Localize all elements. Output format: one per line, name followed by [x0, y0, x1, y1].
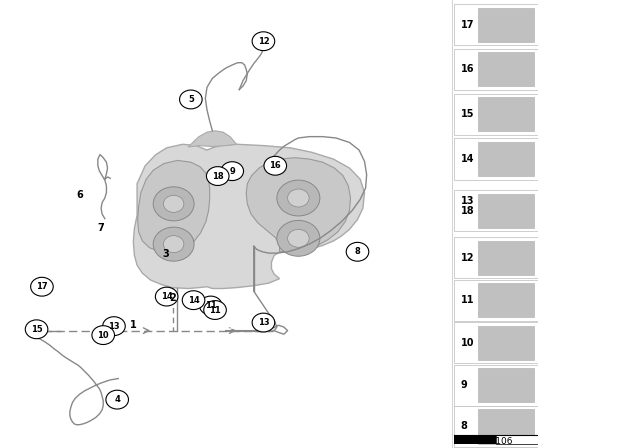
- Bar: [454, 237, 538, 278]
- Circle shape: [207, 167, 229, 185]
- Text: 13: 13: [108, 322, 120, 331]
- Bar: [479, 283, 534, 317]
- Bar: [479, 142, 534, 176]
- Text: 3: 3: [162, 250, 169, 259]
- Text: 9: 9: [229, 167, 235, 176]
- Text: 11: 11: [461, 295, 474, 305]
- Polygon shape: [188, 131, 237, 147]
- Bar: [479, 241, 534, 275]
- Text: 9: 9: [461, 380, 467, 390]
- Bar: [454, 406, 538, 447]
- Text: 12: 12: [461, 253, 474, 263]
- Text: 15: 15: [31, 325, 42, 334]
- Text: 13: 13: [258, 318, 269, 327]
- Circle shape: [163, 195, 184, 212]
- Text: 2: 2: [170, 293, 177, 303]
- Bar: [454, 49, 538, 90]
- Circle shape: [25, 320, 48, 339]
- Circle shape: [102, 317, 125, 336]
- Bar: [479, 97, 534, 131]
- Text: 4: 4: [115, 395, 120, 404]
- Circle shape: [153, 187, 194, 221]
- Bar: [454, 4, 538, 45]
- Bar: [479, 194, 534, 228]
- Text: 1: 1: [130, 320, 137, 330]
- Circle shape: [277, 220, 320, 256]
- Circle shape: [346, 242, 369, 261]
- Text: 8: 8: [461, 422, 468, 431]
- Bar: [454, 435, 496, 444]
- Circle shape: [180, 90, 202, 109]
- Circle shape: [106, 390, 129, 409]
- Text: 6: 6: [76, 190, 83, 200]
- Text: 16: 16: [269, 161, 281, 170]
- Circle shape: [200, 296, 222, 315]
- Circle shape: [221, 162, 244, 181]
- Circle shape: [153, 227, 194, 261]
- Text: 7: 7: [98, 223, 104, 233]
- Circle shape: [277, 180, 320, 216]
- Text: 17: 17: [36, 282, 48, 291]
- Bar: [479, 409, 534, 444]
- Bar: [454, 138, 538, 180]
- Bar: [454, 94, 538, 135]
- Text: 8: 8: [355, 247, 360, 256]
- Bar: [479, 326, 534, 360]
- Bar: [454, 322, 538, 363]
- Circle shape: [92, 326, 115, 345]
- Circle shape: [163, 236, 184, 253]
- Bar: [454, 190, 538, 231]
- Text: 12: 12: [257, 37, 269, 46]
- Text: 14: 14: [188, 296, 200, 305]
- Text: 178106: 178106: [479, 437, 513, 446]
- Text: 5: 5: [188, 95, 194, 104]
- Circle shape: [287, 229, 309, 247]
- Circle shape: [252, 32, 275, 51]
- Text: 10: 10: [97, 331, 109, 340]
- Circle shape: [287, 189, 309, 207]
- Polygon shape: [138, 160, 210, 252]
- Text: 14: 14: [161, 292, 173, 301]
- Circle shape: [156, 287, 178, 306]
- Text: 16: 16: [461, 65, 474, 74]
- Circle shape: [182, 291, 205, 310]
- Text: 14: 14: [461, 154, 474, 164]
- Bar: [454, 365, 538, 406]
- Circle shape: [204, 301, 227, 319]
- Bar: [479, 368, 534, 402]
- Text: 15: 15: [461, 109, 474, 119]
- Text: 18: 18: [212, 172, 223, 181]
- Text: 17: 17: [461, 20, 474, 30]
- Text: 11: 11: [209, 306, 221, 314]
- Text: 10: 10: [461, 338, 474, 348]
- Bar: [479, 8, 534, 42]
- Text: 11: 11: [205, 301, 216, 310]
- Circle shape: [252, 313, 275, 332]
- Circle shape: [31, 277, 53, 296]
- Bar: [454, 280, 538, 321]
- Circle shape: [264, 156, 287, 175]
- Polygon shape: [133, 144, 365, 289]
- Bar: [479, 52, 534, 86]
- Bar: [496, 435, 538, 444]
- Polygon shape: [246, 158, 351, 252]
- Text: 13
18: 13 18: [461, 196, 474, 216]
